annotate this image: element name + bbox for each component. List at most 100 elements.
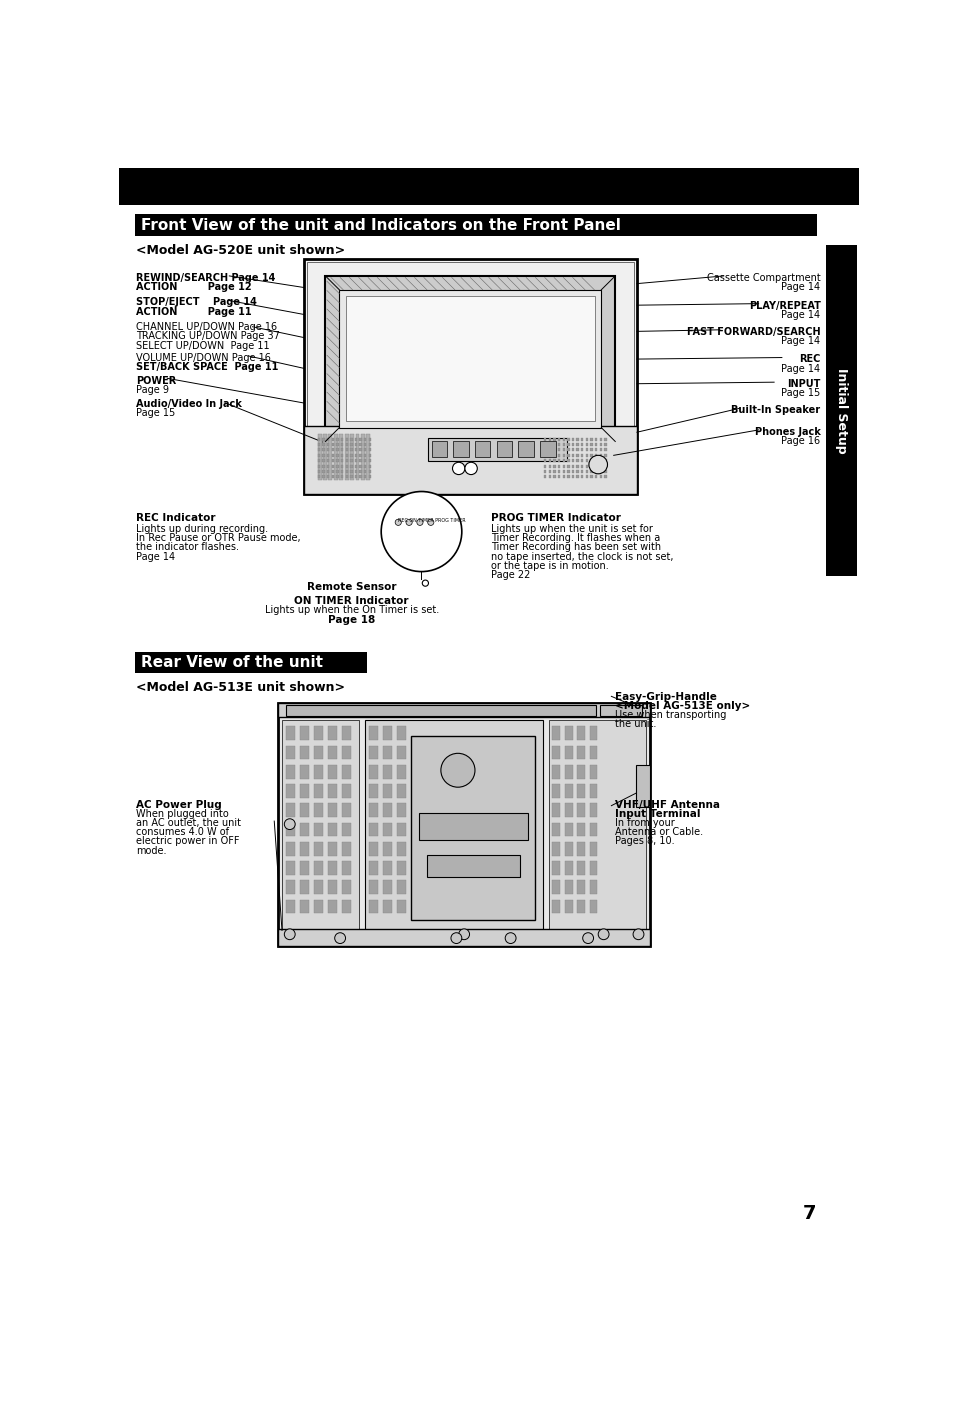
- Bar: [589, 785, 597, 799]
- Bar: [576, 469, 578, 474]
- Text: <Model AG-513E unit shown>: <Model AG-513E unit shown>: [136, 681, 345, 693]
- Bar: [364, 443, 366, 446]
- Bar: [314, 765, 323, 779]
- Bar: [322, 437, 324, 441]
- Bar: [369, 785, 377, 799]
- Text: POWER: POWER: [136, 375, 176, 387]
- Bar: [134, 214, 816, 235]
- Bar: [562, 437, 564, 441]
- Bar: [497, 441, 512, 457]
- Bar: [585, 469, 587, 474]
- Bar: [345, 443, 348, 446]
- Text: Antenna or Cable.: Antenna or Cable.: [615, 827, 702, 838]
- Bar: [604, 437, 606, 441]
- Bar: [314, 745, 323, 759]
- Bar: [341, 726, 351, 740]
- Bar: [571, 454, 574, 457]
- Bar: [427, 855, 519, 877]
- Text: Cassette Compartment: Cassette Compartment: [706, 273, 820, 283]
- Bar: [589, 822, 597, 836]
- Bar: [355, 469, 356, 474]
- Bar: [585, 465, 587, 468]
- Bar: [341, 803, 351, 817]
- Bar: [369, 862, 377, 876]
- Text: REC ON TIMER PROG TIMER: REC ON TIMER PROG TIMER: [397, 518, 465, 523]
- Bar: [350, 437, 353, 441]
- Bar: [340, 443, 343, 446]
- Bar: [335, 437, 338, 441]
- Bar: [328, 822, 336, 836]
- Circle shape: [505, 933, 516, 943]
- Text: INPUT: INPUT: [786, 380, 820, 389]
- Bar: [577, 862, 584, 876]
- Text: AC Power Plug: AC Power Plug: [136, 800, 222, 810]
- Bar: [340, 454, 343, 457]
- Bar: [332, 469, 334, 474]
- Bar: [564, 785, 572, 799]
- Bar: [332, 475, 334, 478]
- Bar: [366, 434, 370, 481]
- Bar: [595, 475, 597, 478]
- Bar: [345, 475, 348, 478]
- Bar: [355, 448, 356, 451]
- Text: Input Terminal: Input Terminal: [615, 808, 700, 818]
- Bar: [548, 448, 550, 451]
- Text: Page 14: Page 14: [781, 364, 820, 374]
- Bar: [564, 726, 572, 740]
- Bar: [558, 469, 559, 474]
- Bar: [571, 465, 574, 468]
- Bar: [327, 443, 329, 446]
- Text: consumes 4.0 W of: consumes 4.0 W of: [136, 827, 229, 838]
- Bar: [595, 454, 597, 457]
- Bar: [427, 437, 567, 461]
- Bar: [580, 448, 583, 451]
- Bar: [299, 862, 309, 876]
- Bar: [548, 460, 550, 462]
- Bar: [314, 880, 323, 894]
- Bar: [571, 443, 574, 446]
- Bar: [595, 460, 597, 462]
- Bar: [543, 465, 546, 468]
- Bar: [359, 437, 361, 441]
- Circle shape: [422, 580, 428, 586]
- Bar: [382, 726, 392, 740]
- Bar: [590, 469, 592, 474]
- Bar: [314, 899, 323, 913]
- Text: Page 15: Page 15: [136, 408, 175, 419]
- Text: <Model AG-520E unit shown>: <Model AG-520E unit shown>: [136, 244, 345, 256]
- Text: an AC outlet, the unit: an AC outlet, the unit: [136, 818, 241, 828]
- Bar: [369, 765, 377, 779]
- Bar: [359, 454, 361, 457]
- Bar: [577, 726, 584, 740]
- Bar: [314, 862, 323, 876]
- Bar: [411, 736, 535, 920]
- Bar: [345, 448, 348, 451]
- Bar: [314, 822, 323, 836]
- Bar: [323, 434, 327, 481]
- Bar: [350, 434, 354, 481]
- Bar: [341, 785, 351, 799]
- Bar: [278, 929, 649, 946]
- Bar: [369, 460, 371, 462]
- Bar: [552, 899, 559, 913]
- Bar: [341, 862, 351, 876]
- Bar: [344, 434, 348, 481]
- Bar: [286, 842, 294, 856]
- Bar: [286, 785, 294, 799]
- Bar: [543, 437, 546, 441]
- Bar: [564, 745, 572, 759]
- Bar: [328, 862, 336, 876]
- Bar: [355, 437, 356, 441]
- Circle shape: [440, 754, 475, 787]
- Bar: [299, 842, 309, 856]
- Bar: [589, 765, 597, 779]
- Bar: [564, 862, 572, 876]
- Bar: [314, 803, 323, 817]
- Bar: [382, 803, 392, 817]
- Bar: [317, 475, 319, 478]
- Text: Easy-Grip-Handle: Easy-Grip-Handle: [615, 692, 717, 702]
- Bar: [355, 475, 356, 478]
- Bar: [369, 454, 371, 457]
- Bar: [580, 454, 583, 457]
- Bar: [589, 899, 597, 913]
